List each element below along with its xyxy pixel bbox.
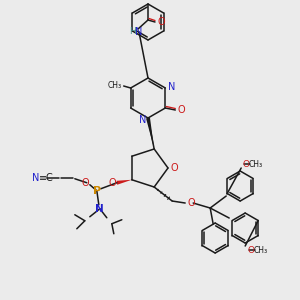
Text: O: O [248,245,255,254]
Text: O: O [188,198,195,208]
Text: P: P [93,186,101,196]
Text: O: O [157,17,165,27]
Text: N: N [95,204,104,214]
Text: ≡: ≡ [39,173,47,183]
Text: N: N [135,27,143,37]
Text: CH₃: CH₃ [249,160,263,169]
Text: O: O [81,178,88,188]
Text: O: O [178,105,185,115]
Text: H: H [129,28,135,37]
Text: CH₃: CH₃ [108,82,122,91]
Text: C: C [45,173,52,183]
Polygon shape [116,180,132,185]
Text: CH₃: CH₃ [254,245,268,254]
Text: O: O [243,160,250,169]
Text: N: N [32,173,40,183]
Text: O: O [170,163,178,173]
Polygon shape [146,118,154,149]
Text: N: N [168,82,175,92]
Text: N: N [139,115,147,125]
Text: O: O [108,178,116,188]
